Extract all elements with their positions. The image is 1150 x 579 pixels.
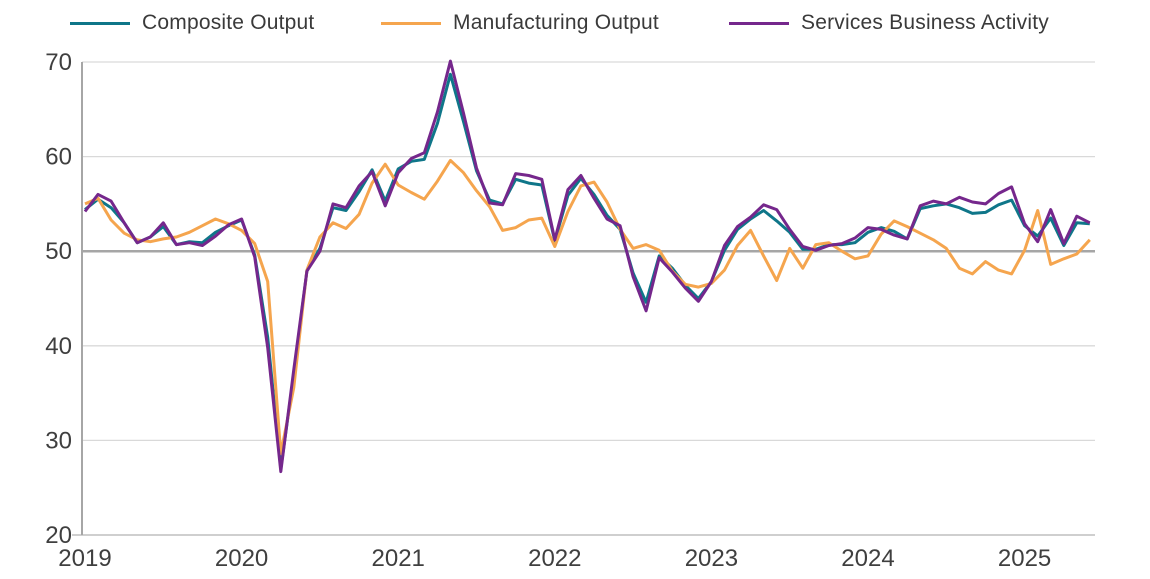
legend-item-services: Services Business Activity (729, 11, 1049, 35)
y-axis-label-70: 70 (45, 49, 72, 76)
x-axis-label-2022: 2022 (528, 545, 581, 572)
legend-item-manufacturing: Manufacturing Output (381, 11, 659, 35)
x-axis-label-2021: 2021 (372, 545, 425, 572)
x-axis-label-2024: 2024 (841, 545, 894, 572)
y-axis-label-60: 60 (45, 144, 72, 171)
y-axis-label-50: 50 (45, 238, 72, 265)
y-axis-label-40: 40 (45, 333, 72, 360)
legend-label-composite: Composite Output (142, 11, 315, 34)
y-axis-label-30: 30 (45, 427, 72, 454)
chart-legend: Composite Output Manufacturing Output Se… (0, 0, 1150, 44)
legend-label-manufacturing: Manufacturing Output (453, 11, 659, 34)
composite-line-swatch (70, 21, 130, 25)
x-axis-label-2025: 2025 (998, 545, 1051, 572)
legend-item-composite: Composite Output (70, 11, 314, 35)
services-line (83, 59, 1091, 474)
x-axis-label-2020: 2020 (215, 545, 268, 572)
manufacturing-line-swatch (381, 21, 441, 25)
services-line-swatch (729, 21, 789, 25)
y-axis-label-20: 20 (45, 522, 72, 549)
x-axis-label-2023: 2023 (685, 545, 738, 572)
x-axis-label-2019: 2019 (58, 545, 111, 572)
legend-label-services: Services Business Activity (801, 11, 1049, 34)
composite-line (84, 72, 1090, 471)
